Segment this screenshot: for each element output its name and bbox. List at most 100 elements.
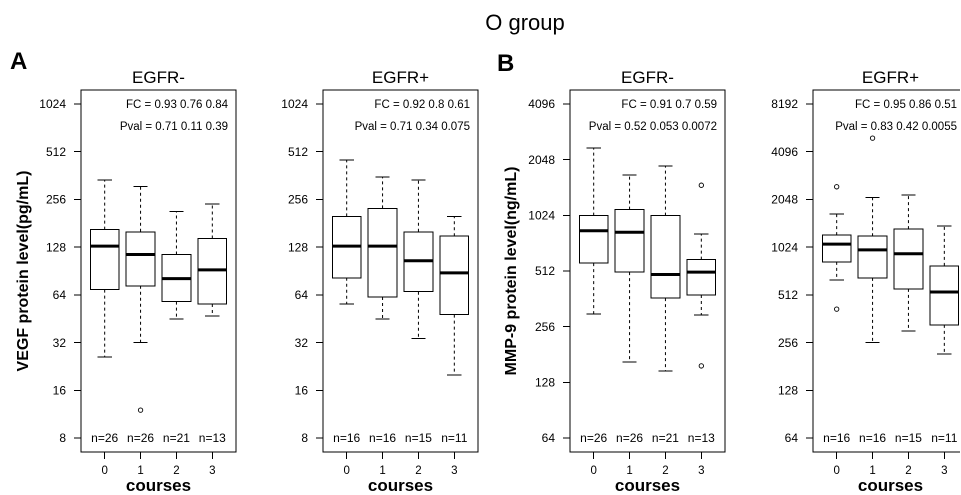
y-tick-label: 512 <box>778 288 798 302</box>
x-tick-label: 2 <box>905 465 911 477</box>
y-tick-label: 256 <box>535 320 555 334</box>
y-tick-label: 1024 <box>771 240 798 254</box>
y-tick-label: 64 <box>542 431 556 445</box>
sample-size-label: n=16 <box>333 431 360 445</box>
box-course-3 <box>439 215 470 376</box>
interquartile-box <box>857 235 888 279</box>
y-tick-label: 32 <box>295 336 309 350</box>
box-course-3 <box>929 225 960 355</box>
sample-size-label: n=26 <box>91 431 118 445</box>
y-tick-label: 2048 <box>771 193 798 207</box>
panel-label-b: B <box>497 50 514 77</box>
sample-size-label: n=21 <box>652 431 679 445</box>
x-tick-label: 1 <box>137 465 143 477</box>
x-tick-label: 2 <box>662 465 668 477</box>
x-axis: 0 1 2 3 <box>833 452 948 477</box>
y-tick-label: 4096 <box>528 97 555 111</box>
interquartile-box <box>821 234 852 263</box>
x-axis-label: courses <box>858 476 923 495</box>
box-course-1 <box>857 135 888 344</box>
x-tick-label: 3 <box>698 465 704 477</box>
chart-title: EGFR- <box>621 68 674 87</box>
x-tick-label: 0 <box>343 465 349 477</box>
y-axis: 64 128 256 512 1024 2048 4096 8192 <box>771 97 813 445</box>
box-course-0 <box>331 159 362 305</box>
chart-title: EGFR+ <box>862 68 919 87</box>
y-tick-label: 128 <box>778 383 798 397</box>
plot-frame <box>80 89 237 453</box>
x-tick-label: 0 <box>833 465 839 477</box>
sample-size-label: n=26 <box>127 431 154 445</box>
fold-change-annotation: FC = 0.92 0.8 0.61 <box>374 99 470 111</box>
sample-size-label: n=26 <box>580 431 607 445</box>
x-tick-label: 3 <box>209 465 215 477</box>
y-tick-label: 128 <box>46 240 66 254</box>
interquartile-box <box>929 265 960 326</box>
box-course-2 <box>893 194 924 332</box>
panel-label-a: A <box>10 48 27 75</box>
p-value-annotation: Pval = 0.83 0.42 0.0055 <box>835 121 957 133</box>
y-tick-label: 8 <box>301 431 308 445</box>
y-tick-label: 1024 <box>281 97 308 111</box>
box-course-1 <box>614 174 645 363</box>
y-tick-label: 512 <box>288 145 308 159</box>
plot-frame <box>322 89 479 453</box>
y-tick-label: 256 <box>288 193 308 207</box>
y-tick-label: 2048 <box>528 153 555 167</box>
y-axis: 8 16 32 64 128 256 512 1024 <box>281 97 323 445</box>
interquartile-box <box>686 259 717 296</box>
fold-change-annotation: FC = 0.95 0.86 0.51 <box>855 99 957 111</box>
p-value-annotation: Pval = 0.71 0.11 0.39 <box>120 121 228 133</box>
sample-size-label: n=16 <box>369 431 396 445</box>
box-course-2 <box>403 179 434 339</box>
outlier-point <box>834 306 840 312</box>
box-course-0 <box>821 184 852 312</box>
x-tick-label: 0 <box>590 465 596 477</box>
y-tick-label: 4096 <box>771 145 798 159</box>
box-course-3 <box>686 182 717 369</box>
x-axis-label: courses <box>615 476 680 495</box>
sample-size-label: n=21 <box>163 431 190 445</box>
box-course-2 <box>650 165 681 372</box>
sample-size-label: n=15 <box>405 431 432 445</box>
sample-size-label: n=26 <box>616 431 643 445</box>
sample-size-label: n=11 <box>441 431 467 445</box>
y-tick-label: 128 <box>288 240 308 254</box>
box-course-0 <box>578 147 609 315</box>
box-course-0 <box>89 179 120 358</box>
panel-3: EGFR- 64 128 256 512 1024 2048 4096 MMP-9 protei… <box>503 68 726 495</box>
y-tick-label: 64 <box>295 288 309 302</box>
y-axis: 64 128 256 512 1024 2048 4096 <box>528 97 570 445</box>
y-tick-label: 512 <box>46 145 66 159</box>
outlier-point <box>698 363 704 369</box>
interquartile-box <box>578 215 609 264</box>
y-tick-label: 16 <box>295 383 309 397</box>
fold-change-annotation: FC = 0.93 0.76 0.84 <box>126 99 229 111</box>
interquartile-box <box>614 209 645 273</box>
x-axis-label: courses <box>368 476 433 495</box>
y-tick-label: 256 <box>46 193 66 207</box>
interquartile-box <box>367 207 398 298</box>
x-tick-label: 2 <box>173 465 179 477</box>
outlier-point <box>698 182 704 188</box>
y-axis-label: MMP-9 protein level(ng/mL) <box>503 167 520 376</box>
interquartile-box <box>893 228 924 290</box>
x-tick-label: 1 <box>869 465 875 477</box>
y-tick-label: 1024 <box>39 97 66 111</box>
x-tick-label: 1 <box>626 465 632 477</box>
interquartile-box <box>650 215 681 299</box>
y-tick-label: 16 <box>53 383 67 397</box>
sample-size-label: n=16 <box>859 431 886 445</box>
box-course-1 <box>367 176 398 320</box>
y-tick-label: 256 <box>778 336 798 350</box>
interquartile-box <box>439 235 470 316</box>
fold-change-annotation: FC = 0.91 0.7 0.59 <box>621 99 717 111</box>
y-tick-label: 32 <box>53 336 67 350</box>
outlier-point <box>834 184 840 190</box>
y-tick-label: 512 <box>535 264 555 278</box>
x-axis-label: courses <box>126 476 191 495</box>
x-axis: 0 1 2 3 <box>590 452 705 477</box>
box-course-2 <box>161 210 192 320</box>
